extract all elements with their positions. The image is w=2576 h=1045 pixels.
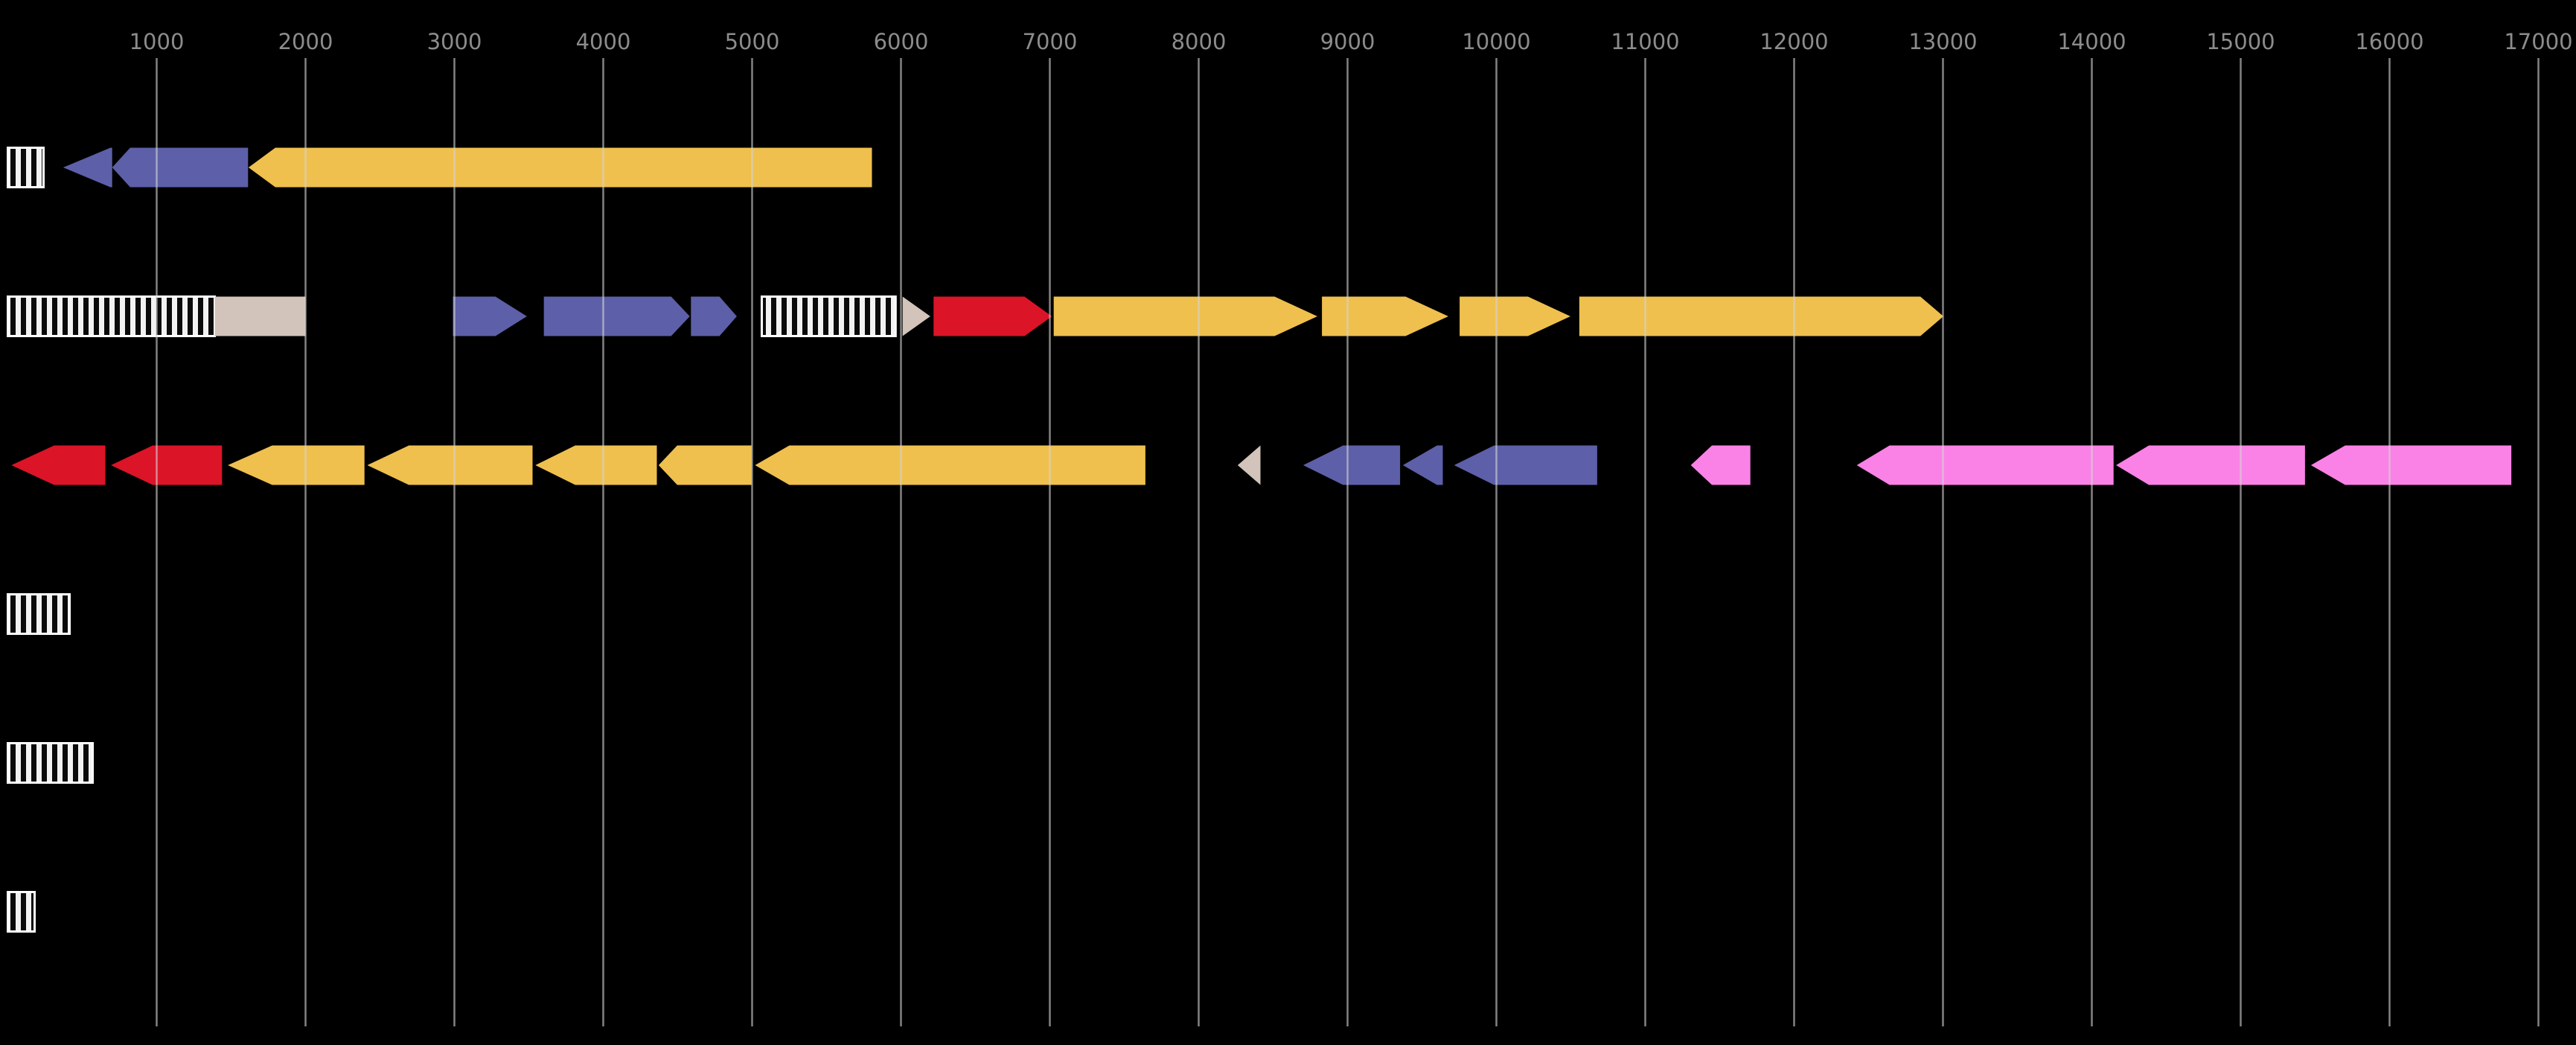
axis-tick-label: 2000 <box>278 29 333 54</box>
gene-arrow-row-3 <box>1303 445 1401 485</box>
gene-arrow-row-3 <box>1402 445 1443 485</box>
axis-tick-label: 11000 <box>1611 29 1679 54</box>
axis-tick-label: 6000 <box>874 29 929 54</box>
hatched-region-row-2 <box>761 295 897 337</box>
plain-region-row-2 <box>214 296 306 336</box>
gene-arrow-row-3 <box>1690 445 1751 485</box>
hatched-region-row-5 <box>7 742 94 784</box>
gene-arrow-row-2 <box>1579 296 1944 336</box>
axis-tick-label: 17000 <box>2504 29 2572 54</box>
axis-tick-label: 3000 <box>427 29 482 54</box>
gene-arrow-row-1 <box>112 147 249 188</box>
axis-label-layer: 1000 2000 3000 4000 5000 6000 7000 8000 9000 1000… <box>130 29 2573 54</box>
axis-tick-label: 1000 <box>130 29 185 54</box>
gene-arrow-row-2 <box>453 296 527 336</box>
gene-arrow-row-3 <box>1237 445 1261 485</box>
axis-tick-label: 12000 <box>1760 29 1828 54</box>
grid-layer <box>156 58 2540 1026</box>
hatched-region-row-2 <box>7 295 216 337</box>
hatched-region-row-1 <box>7 147 45 188</box>
gene-arrow-row-2 <box>1322 296 1448 336</box>
axis-tick-label: 9000 <box>1320 29 1375 54</box>
gene-arrow-row-3 <box>2116 445 2305 485</box>
gene-arrow-row-3 <box>1856 445 2114 485</box>
gene-arrow-row-2 <box>933 296 1052 336</box>
gene-arrow-row-3 <box>658 445 752 485</box>
feature-layer <box>7 147 2512 933</box>
axis-tick-label: 15000 <box>2206 29 2275 54</box>
axis-tick-label: 14000 <box>2057 29 2126 54</box>
gene-arrow-row-3 <box>535 445 657 485</box>
axis-tick-label: 7000 <box>1023 29 1078 54</box>
axis-tick-label: 10000 <box>1462 29 1530 54</box>
gene-arrow-row-3 <box>2310 445 2512 485</box>
gene-arrow-row-3 <box>1454 445 1597 485</box>
axis-tick-label: 16000 <box>2355 29 2423 54</box>
hatched-region-row-6 <box>7 891 36 933</box>
gene-arrow-row-2 <box>1053 296 1317 336</box>
axis-tick-label: 8000 <box>1172 29 1227 54</box>
gene-arrow-row-1 <box>63 147 112 188</box>
gene-arrow-row-2 <box>691 296 737 336</box>
gene-arrow-row-1 <box>248 147 872 188</box>
axis-tick-label: 4000 <box>576 29 631 54</box>
gene-arrow-row-3 <box>111 445 223 485</box>
gene-arrow-row-2 <box>543 296 690 336</box>
gene-arrow-row-3 <box>755 445 1145 485</box>
gene-arrow-row-3 <box>11 445 106 485</box>
axis-tick-label: 5000 <box>725 29 780 54</box>
gene-arrow-row-3 <box>228 445 365 485</box>
axis-tick-label: 13000 <box>1908 29 1977 54</box>
gene-arrow-row-2 <box>1460 296 1570 336</box>
gene-arrow-row-3 <box>367 445 533 485</box>
hatched-region-row-4 <box>7 593 71 635</box>
gene-arrow-row-2 <box>902 296 930 336</box>
